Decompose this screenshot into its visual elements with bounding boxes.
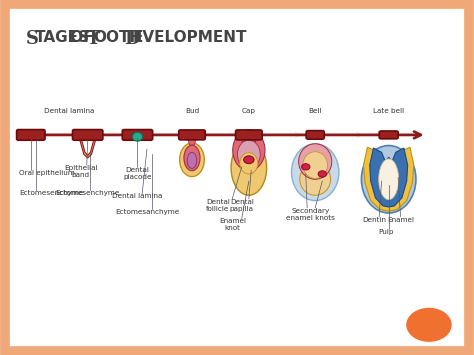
FancyBboxPatch shape [73,130,103,140]
Text: Ectomesenchyme: Ectomesenchyme [19,190,83,196]
FancyBboxPatch shape [236,130,262,140]
Text: Dental lamina: Dental lamina [112,193,163,200]
Ellipse shape [132,132,143,141]
Text: Enamel
knot: Enamel knot [219,218,246,231]
Text: TAGES: TAGES [35,30,90,45]
Text: OOTH: OOTH [93,30,143,45]
Text: Dental
follicle: Dental follicle [206,199,230,212]
Text: D: D [124,30,140,48]
Text: Dental lamina: Dental lamina [44,108,94,114]
Ellipse shape [303,152,328,178]
Ellipse shape [300,163,331,195]
Text: Bell: Bell [309,108,322,114]
Text: Cap: Cap [242,108,256,114]
FancyBboxPatch shape [179,130,205,140]
Ellipse shape [240,153,258,174]
Circle shape [318,171,327,177]
Ellipse shape [187,152,197,168]
Polygon shape [79,138,96,158]
Text: Bud: Bud [185,108,199,114]
FancyBboxPatch shape [306,131,324,139]
Text: Oral epithelium: Oral epithelium [19,170,75,176]
Polygon shape [188,138,196,145]
FancyBboxPatch shape [379,131,398,139]
Text: S: S [26,30,39,48]
Text: Dentin: Dentin [363,217,386,223]
Text: EVELOPMENT: EVELOPMENT [133,30,247,45]
Circle shape [406,308,452,342]
FancyBboxPatch shape [5,4,469,351]
Polygon shape [364,147,414,211]
Text: OF: OF [65,30,99,45]
Polygon shape [370,148,408,207]
Text: Enamel: Enamel [387,217,414,223]
Ellipse shape [180,143,204,176]
Ellipse shape [184,145,200,171]
FancyBboxPatch shape [17,130,45,140]
Text: Dental
placode: Dental placode [123,167,152,180]
Text: Late bell: Late bell [373,108,404,114]
Text: Epithelial
band: Epithelial band [64,165,97,178]
FancyBboxPatch shape [122,130,153,140]
Text: T: T [87,30,100,48]
Ellipse shape [379,159,399,200]
Text: Secondary
enamel knots: Secondary enamel knots [286,208,335,221]
Ellipse shape [361,146,416,213]
Polygon shape [242,138,256,142]
Text: Ectomesenchyme: Ectomesenchyme [55,190,120,196]
Ellipse shape [299,144,332,179]
Circle shape [301,164,310,170]
Ellipse shape [237,140,260,169]
Ellipse shape [231,140,266,195]
Ellipse shape [233,130,265,171]
Ellipse shape [292,144,339,201]
Text: Ectomesanchyme: Ectomesanchyme [115,209,179,215]
Text: Dental
papilla: Dental papilla [230,199,254,212]
Text: Pulp: Pulp [379,229,394,235]
Circle shape [244,156,254,164]
